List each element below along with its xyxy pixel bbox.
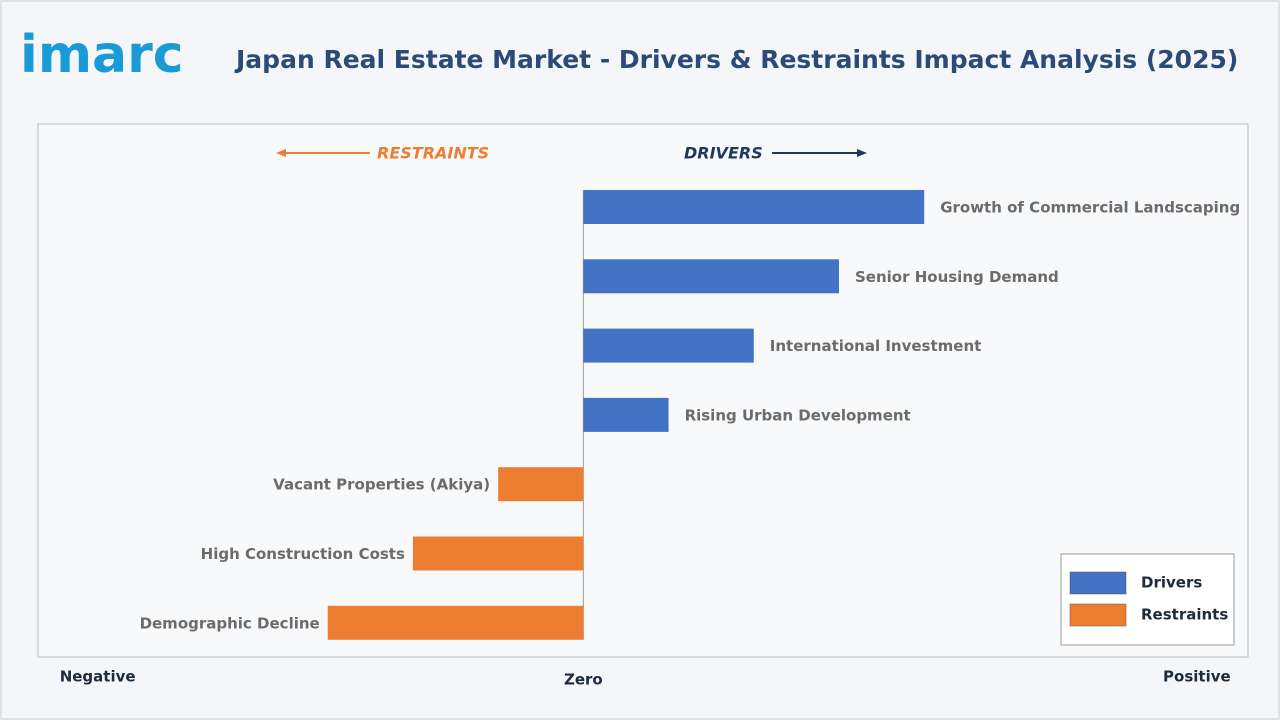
- bar: [583, 259, 839, 294]
- category-label: Rising Urban Development: [685, 406, 911, 424]
- bar: [583, 190, 925, 224]
- restraints-arrow-head: [276, 149, 286, 157]
- legend: [1060, 553, 1235, 646]
- legend-label: Restraints: [1141, 606, 1228, 624]
- annotation: RESTRAINTS: [377, 144, 489, 163]
- x-tick-label: Positive: [1163, 668, 1231, 686]
- bar: [583, 397, 669, 432]
- category-label: Vacant Properties (Akiya): [273, 476, 490, 494]
- drivers-arrow-head: [857, 149, 867, 157]
- legend-swatch: [1069, 603, 1127, 627]
- category-label: Growth of Commercial Landscaping: [940, 199, 1240, 217]
- category-label: High Construction Costs: [201, 545, 405, 563]
- bar: [583, 328, 754, 363]
- category-label: Demographic Decline: [140, 614, 320, 632]
- bar: [498, 467, 584, 502]
- category-label: Senior Housing Demand: [855, 268, 1059, 286]
- annotation: DRIVERS: [684, 144, 763, 163]
- category-label: International Investment: [770, 337, 982, 355]
- chart-title: Japan Real Estate Market - Drivers & Res…: [234, 45, 1238, 74]
- legend-swatch: [1069, 571, 1127, 595]
- x-tick-label: Zero: [564, 671, 603, 689]
- bar: [412, 536, 584, 571]
- x-tick-label: Negative: [60, 668, 136, 686]
- legend-label: Drivers: [1141, 574, 1202, 592]
- bar: [327, 605, 584, 640]
- logo: imarc: [20, 25, 184, 85]
